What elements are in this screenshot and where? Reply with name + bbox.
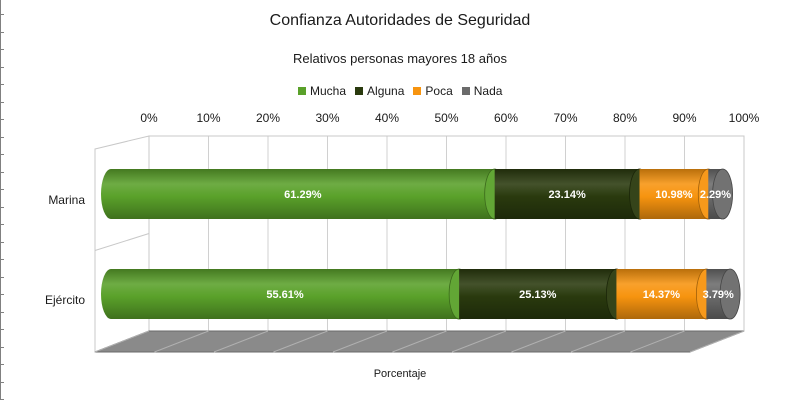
floor-hatch [332,330,388,353]
legend-item: Nada [461,84,503,98]
data-label: 10.98% [655,189,693,201]
edge-tick [0,329,4,330]
edge-tick [0,294,4,295]
edge-tick [0,66,4,68]
bar-cap-left [101,269,121,319]
legend-label: Poca [425,84,453,98]
edge-tick [0,206,4,208]
floor-hatch [213,330,269,353]
chart-subtitle: Relativos personas mayores 18 años [293,51,507,66]
bar-segment [639,169,709,219]
chart-title: Confianza Autoridades de Seguridad [269,12,531,29]
floor-hatch [273,330,328,353]
data-label: 14.37% [643,289,681,301]
bar-segment-end [719,268,741,320]
floor-hatch [511,330,566,353]
floor-hatch [570,330,626,353]
chart-legend: Mucha Alguna Poca Nada [298,83,511,99]
side-wall [94,135,150,353]
x-axis-label: Porcentaje [373,368,427,380]
x-tick-label: 70% [553,111,577,125]
edge-tick [0,119,4,120]
edge-tick [0,136,4,138]
bar-segment [111,169,495,219]
bar-segment [459,269,617,319]
data-label: 61.29% [284,189,322,201]
data-label: 55.61% [266,289,304,301]
bar-cap-left [101,169,121,219]
x-tick-label: 80% [613,111,637,125]
floor-hatch [154,330,209,353]
edge-tick [0,31,4,33]
x-tick-label: 20% [256,111,280,125]
floor-hatch [94,330,150,353]
x-tick-label: 50% [434,111,458,125]
x-tick-label: 30% [315,111,339,125]
x-tick-label: 100% [729,111,760,125]
edge-tick [0,311,4,313]
floor-hatch [630,330,685,353]
edge-tick [0,381,4,383]
edge-tick [0,224,4,225]
edge-tick [0,49,4,50]
edge-tick [0,241,4,243]
data-label: 2.29% [700,189,731,201]
x-tick-label: 10% [196,111,220,125]
x-tick-label: 90% [672,111,696,125]
legend-item: Alguna [355,84,404,98]
legend-label: Alguna [367,84,405,98]
bar-segment [111,269,460,319]
edge-tick [0,14,4,15]
edge-tick [0,346,4,348]
category-label: Ejército [45,293,85,307]
x-tick-label: 40% [375,111,399,125]
data-label: 25.13% [519,289,557,301]
bar-segment [616,269,707,319]
edge-tick [0,189,4,190]
legend-item: Mucha [298,84,346,98]
edge-tick [0,259,4,260]
edge-tick [0,171,4,173]
edge-tick [0,84,4,85]
legend-swatch [355,87,364,95]
floor-hatch [451,330,507,353]
x-tick-label: 0% [140,111,158,125]
category-label: Marina [48,193,85,207]
legend-label: Nada [473,84,503,98]
x-tick-label: 60% [494,111,518,125]
edge-tick [0,276,4,278]
legend-swatch [298,87,306,95]
legend-swatch [413,87,422,95]
legend-item: Poca [413,84,453,98]
bar-segment [494,169,640,219]
data-label: 3.79% [703,289,734,301]
edge-tick [0,154,4,155]
left-edge-rule [0,0,6,400]
floor-hatch [689,330,745,353]
data-label: 23.14% [548,189,586,201]
legend-label: Mucha [310,84,347,98]
edge-tick [0,101,4,103]
category-divider [94,233,150,251]
floor-hatch [392,330,447,353]
bar-segment-end [712,168,734,220]
legend-swatch [461,87,470,95]
edge-tick [0,364,4,365]
